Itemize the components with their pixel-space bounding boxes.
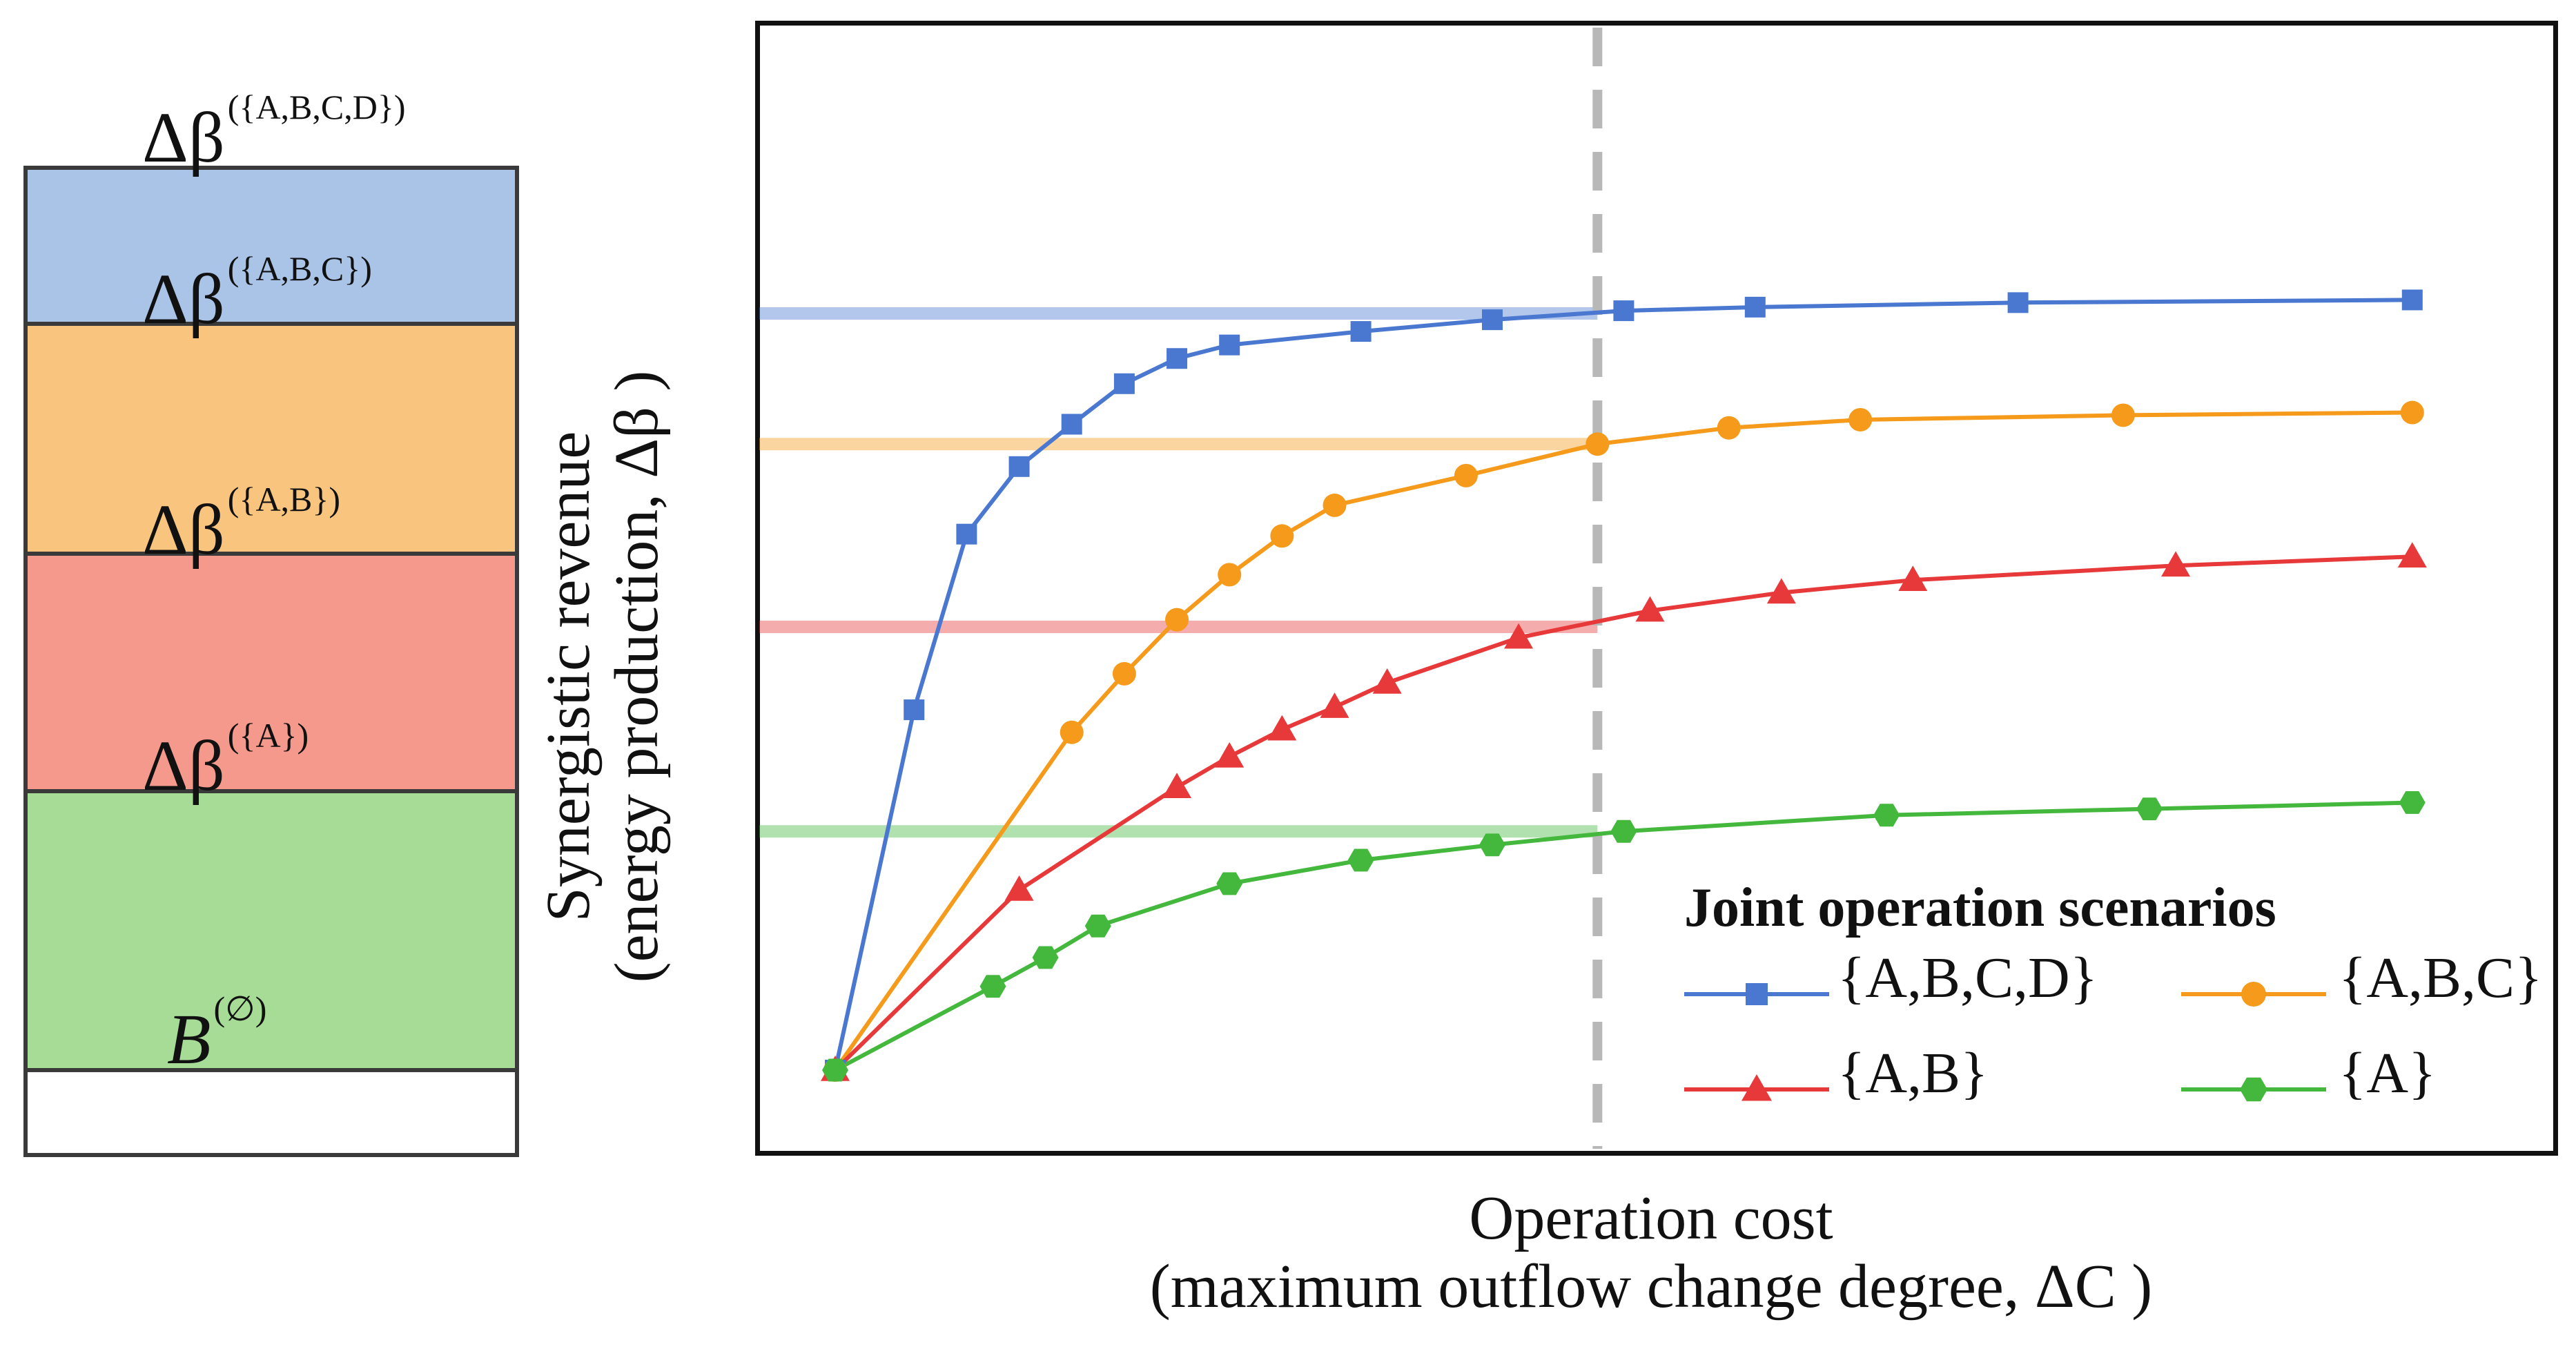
series-1-point-1 <box>1060 720 1084 744</box>
series-3-point-7 <box>1610 819 1637 843</box>
legend-title: Joint operation scenarios <box>1684 877 2276 938</box>
legend-marker-1 <box>2241 982 2266 1007</box>
series-2-point-4 <box>1267 715 1297 741</box>
series-0-point-1 <box>904 699 925 721</box>
series-2-point-5 <box>1320 692 1349 718</box>
segment-base <box>23 1068 519 1157</box>
series-2-point-9 <box>1766 578 1796 604</box>
series-line-2 <box>833 554 2412 1072</box>
segment-abcd <box>23 166 519 326</box>
series-2-point-8 <box>1635 596 1665 622</box>
series-3-point-4 <box>1216 872 1243 895</box>
series-1-point-6 <box>1323 493 1347 517</box>
series-1-point-5 <box>1270 524 1294 548</box>
series-1-point-7 <box>1454 463 1478 487</box>
legend-label-ab: {A,B} <box>1837 1041 1989 1105</box>
series-2-point-2 <box>1162 773 1192 799</box>
segment-abc <box>23 322 519 556</box>
series-1-point-3 <box>1165 608 1189 632</box>
series-3-point-3 <box>1084 914 1111 938</box>
series-0-point-8 <box>1350 321 1372 342</box>
series-3-point-8 <box>1873 804 1900 827</box>
series-0-point-9 <box>1482 309 1503 331</box>
series-0-point-4 <box>1061 414 1082 435</box>
series-2-point-1 <box>1004 875 1034 901</box>
series-2-point-6 <box>1372 668 1402 694</box>
legend-marker-3 <box>2240 1077 2267 1102</box>
series-2-point-12 <box>2397 542 2427 568</box>
series-1-point-2 <box>1112 661 1136 686</box>
series-2-point-7 <box>1504 623 1534 649</box>
series-1-point-10 <box>1848 407 1873 431</box>
label-abc: Δβ({A,B,C}) <box>142 249 372 339</box>
series-1-point-11 <box>2111 403 2135 427</box>
label-base: B(∅) <box>167 989 267 1079</box>
series-0-point-2 <box>956 523 977 545</box>
series-1-point-9 <box>1717 416 1741 440</box>
series-0-point-11 <box>1744 296 1766 318</box>
series-0-point-6 <box>1167 348 1188 369</box>
series-1-point-12 <box>2400 400 2424 425</box>
series-3-point-9 <box>2136 797 2163 821</box>
label-abcd: Δβ({A,B,C,D}) <box>142 88 406 177</box>
series-0-point-5 <box>1113 373 1135 394</box>
legend-marker-0 <box>1746 983 1768 1005</box>
series-3-point-1 <box>979 975 1006 998</box>
series-0-point-3 <box>1008 456 1030 477</box>
series-3-point-6 <box>1479 833 1505 857</box>
series-2-point-10 <box>1898 565 1928 591</box>
stacked-breakdown-bar: Δβ({A,B,C,D}) Δβ({A,B,C}) Δβ({A,B}) Δβ({… <box>23 90 519 1157</box>
series-1-point-8 <box>1585 432 1610 456</box>
series-3-point-0 <box>822 1058 848 1082</box>
series-2-point-3 <box>1215 741 1245 768</box>
series-0-point-7 <box>1219 334 1240 356</box>
segment-a <box>23 789 519 1072</box>
series-2-point-11 <box>2161 551 2191 577</box>
label-ab: Δβ({A,B}) <box>142 480 341 570</box>
series-0-point-12 <box>2007 292 2029 313</box>
legend-label-abc: {A,B,C} <box>2339 946 2543 1010</box>
series-3-point-2 <box>1032 946 1059 969</box>
series-0-point-13 <box>2401 289 2423 311</box>
series-0-point-10 <box>1613 300 1635 322</box>
series-3-point-10 <box>2399 791 2426 814</box>
series-1-point-4 <box>1218 563 1242 587</box>
legend-label-a: {A} <box>2339 1041 2437 1105</box>
x-axis-label: Operation cost (maximum outflow change d… <box>1149 1184 2153 1321</box>
label-a: Δβ({A}) <box>142 716 309 806</box>
series-3-point-5 <box>1347 848 1374 872</box>
plot-frame <box>755 21 2558 1156</box>
legend-label-abcd: {A,B,C,D} <box>1837 946 2098 1010</box>
series-line-0 <box>833 298 2412 1071</box>
legend-marker-2 <box>1741 1074 1772 1101</box>
